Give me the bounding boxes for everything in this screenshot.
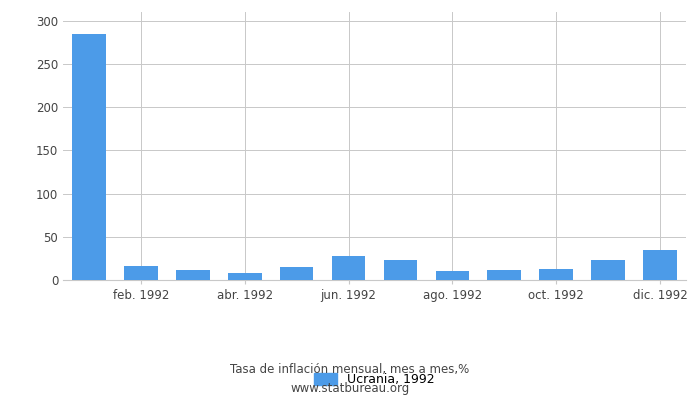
Bar [539, 269, 573, 280]
Bar [124, 266, 158, 280]
Bar [332, 256, 365, 280]
Legend: Ucrania, 1992: Ucrania, 1992 [314, 373, 435, 386]
Text: Tasa de inflación mensual, mes a mes,%: Tasa de inflación mensual, mes a mes,% [230, 364, 470, 376]
Bar [643, 250, 677, 280]
Bar [384, 260, 417, 280]
Bar [176, 270, 210, 280]
Bar [228, 273, 262, 280]
Bar [280, 267, 314, 280]
Bar [487, 270, 522, 280]
Text: www.statbureau.org: www.statbureau.org [290, 382, 410, 395]
Bar [435, 271, 469, 280]
Bar [592, 260, 625, 280]
Bar [72, 34, 106, 280]
